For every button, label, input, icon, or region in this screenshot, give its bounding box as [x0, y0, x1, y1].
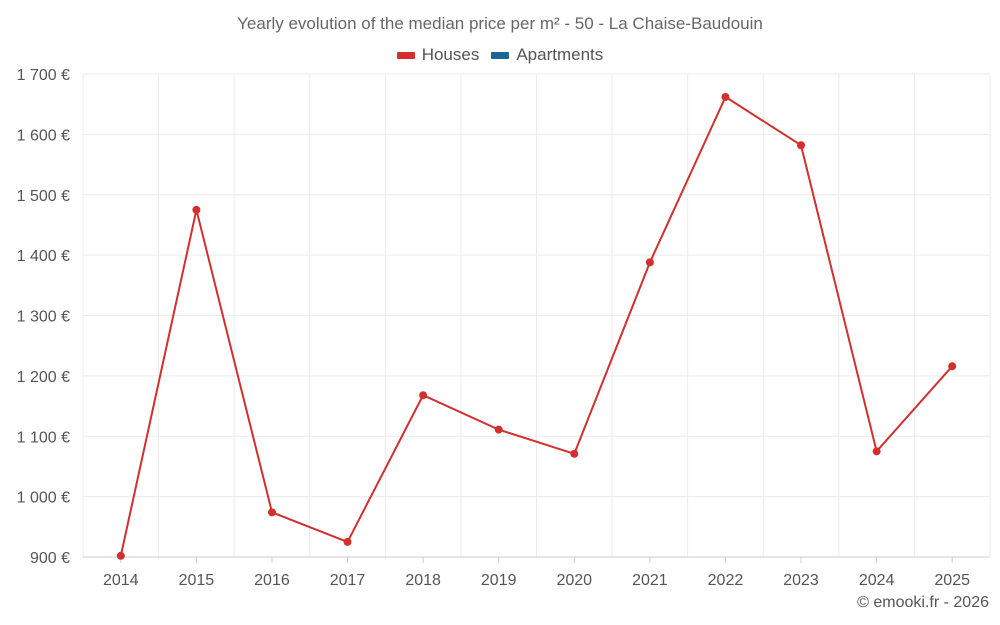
x-tick-label: 2016	[254, 572, 290, 589]
data-point[interactable]	[948, 362, 957, 371]
y-tick-label: 1 300 €	[17, 309, 70, 326]
data-point[interactable]	[267, 508, 276, 517]
data-point[interactable]	[419, 391, 428, 400]
data-point[interactable]	[494, 425, 503, 434]
data-point[interactable]	[797, 141, 806, 150]
x-tick-label: 2024	[859, 572, 895, 589]
x-tick-label: 2015	[179, 572, 215, 589]
x-tick-label: 2025	[934, 572, 970, 589]
legend-swatch-houses	[396, 51, 415, 59]
legend-label-apartments: Apartments	[516, 45, 604, 64]
data-point[interactable]	[570, 449, 579, 458]
y-tick-label: 1 200 €	[17, 369, 70, 386]
x-tick-label: 2017	[330, 572, 366, 589]
x-tick-label: 2022	[708, 572, 744, 589]
data-point[interactable]	[192, 205, 201, 214]
legend-label-houses: Houses	[421, 45, 480, 64]
y-tick-label: 1 700 €	[17, 67, 70, 84]
legend-item-houses[interactable]: Houses	[396, 45, 480, 65]
y-tick-label: 1 000 €	[17, 490, 70, 507]
credit-text: © emooki.fr - 2026	[857, 594, 989, 611]
x-tick-label: 2023	[783, 572, 819, 589]
data-point[interactable]	[721, 92, 730, 101]
legend-swatch-apartments	[491, 51, 510, 59]
data-point[interactable]	[645, 258, 654, 267]
x-tick-label: 2019	[481, 572, 517, 589]
y-tick-label: 1 500 €	[17, 188, 70, 205]
legend-item-apartments[interactable]: Apartments	[491, 45, 603, 65]
y-tick-label: 1 600 €	[17, 127, 70, 144]
x-tick-label: 2020	[556, 572, 592, 589]
y-tick-label: 900 €	[30, 550, 70, 567]
y-tick-label: 1 100 €	[17, 429, 70, 446]
legend: Houses Apartments	[0, 45, 1000, 65]
y-tick-label: 1 400 €	[17, 248, 70, 265]
x-tick-label: 2018	[405, 572, 441, 589]
data-point[interactable]	[872, 447, 881, 456]
data-point[interactable]	[343, 537, 352, 546]
series-line-houses	[119, 95, 953, 557]
data-point[interactable]	[116, 551, 125, 560]
chart-title: Yearly evolution of the median price per…	[237, 14, 763, 33]
x-tick-label: 2021	[632, 572, 668, 589]
x-tick-label: 2014	[103, 572, 139, 589]
